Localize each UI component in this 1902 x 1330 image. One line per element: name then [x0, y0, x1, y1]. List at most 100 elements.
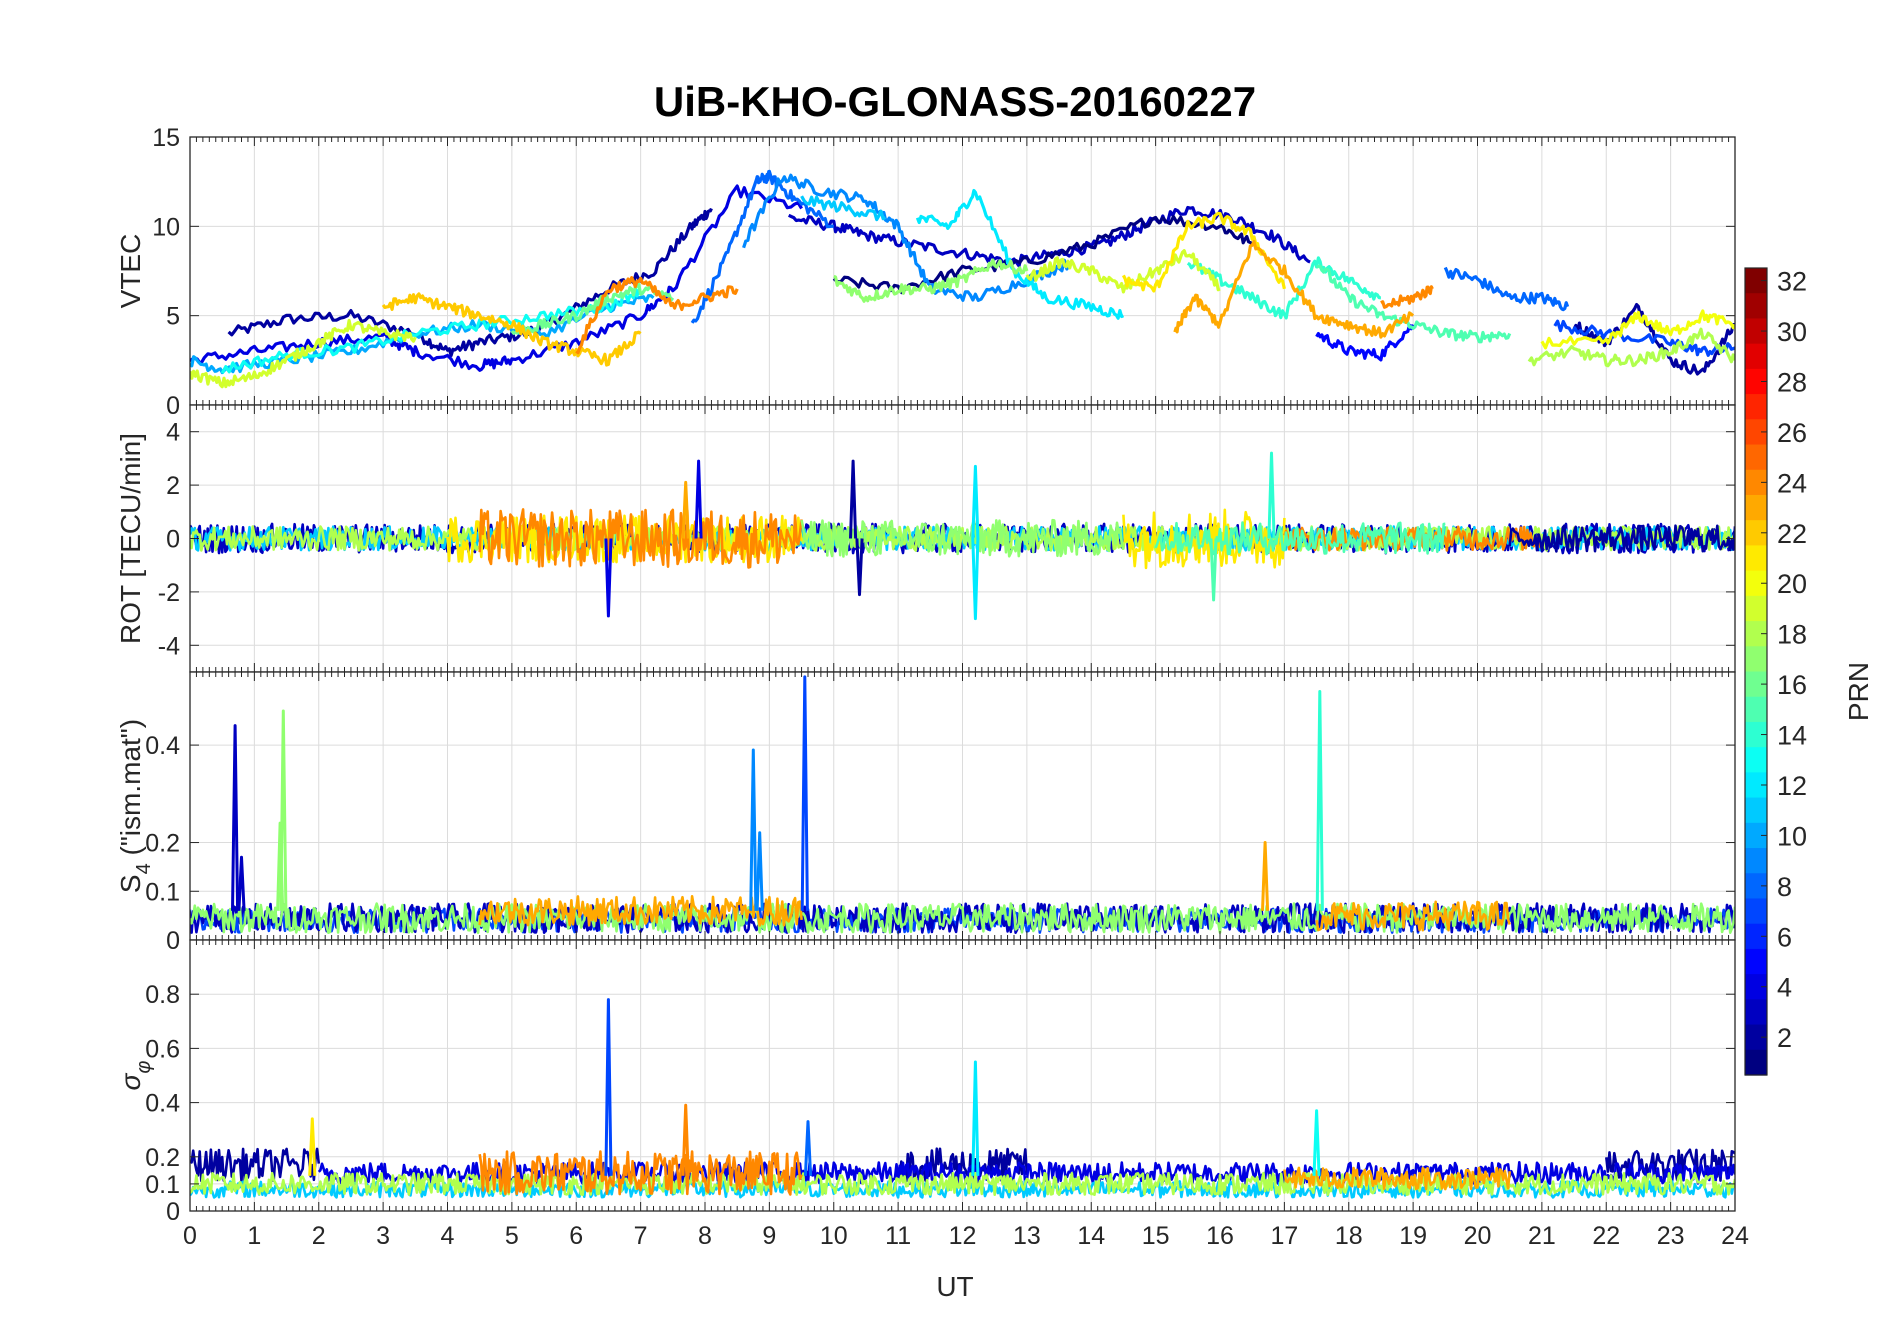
data-layer — [190, 675, 1735, 934]
colorbar-segment — [1745, 646, 1767, 673]
colorbar-segment — [1745, 469, 1767, 496]
vtec-series-prn-22 — [381, 292, 642, 367]
colorbar-tick-label: 30 — [1777, 317, 1807, 347]
s4-spike — [800, 675, 809, 911]
colorbar-segment — [1745, 1049, 1767, 1076]
y-axis-label: σφ — [115, 1061, 155, 1091]
panel-rot: -4 -2 0 2 4 ROT [TECU/min] — [115, 404, 1736, 673]
s4-spike — [749, 748, 758, 911]
colorbar-tick-label: 14 — [1777, 721, 1807, 751]
s4-spike — [1315, 690, 1324, 911]
x-tick-label: 2 — [312, 1222, 326, 1250]
y-tick-label: 4 — [166, 419, 180, 447]
x-tick-label: 16 — [1206, 1222, 1234, 1250]
y-tick-label: 0.8 — [145, 981, 180, 1009]
colorbar-segment — [1745, 419, 1767, 446]
rot-spike — [681, 480, 690, 539]
sigma_phi-band-prn-23 — [1283, 1166, 1511, 1191]
colorbar-segment — [1745, 873, 1767, 900]
rot-band-prn-2 — [1508, 524, 1735, 553]
x-tick-label: 19 — [1399, 1222, 1427, 1250]
tick-marks — [189, 136, 1736, 406]
colorbar-tick-label: 26 — [1777, 418, 1807, 448]
y-tick-label: 10 — [152, 213, 180, 241]
sigma_phi-spike — [803, 1120, 813, 1176]
tick-marks — [189, 405, 1736, 672]
y-tick-label: -4 — [158, 632, 180, 660]
colorbar-segment — [1745, 268, 1767, 294]
colorbar-segment — [1745, 520, 1767, 547]
vtec-series-prn-21 — [1121, 211, 1286, 293]
colorbar-label: PRN — [1843, 662, 1874, 721]
s4-spike — [276, 821, 285, 911]
x-tick-label: 0 — [183, 1222, 197, 1250]
colorbar-tick-label: 32 — [1777, 267, 1807, 297]
colorbar-segment — [1745, 747, 1767, 773]
vtec-series-prn-8 — [1443, 266, 1570, 312]
colorbar-segment — [1745, 1024, 1767, 1051]
x-tick-label: 22 — [1592, 1222, 1620, 1250]
y-tick-label: 0.1 — [145, 878, 180, 906]
colorbar-segment — [1745, 368, 1767, 395]
x-tick-label: 21 — [1528, 1222, 1556, 1250]
y-tick-label: 0.6 — [145, 1035, 180, 1063]
rot-spike — [1267, 451, 1276, 539]
x-tick-label: 17 — [1270, 1222, 1298, 1250]
x-tick-label: 7 — [634, 1222, 648, 1250]
x-tick-label: 4 — [441, 1222, 455, 1250]
vtec-series-prn-9 — [742, 173, 1073, 302]
vtec-series-prn-23 — [1173, 239, 1415, 339]
y-axis-label: ROT [TECU/min] — [115, 433, 146, 644]
data-layer — [190, 998, 1735, 1199]
chart-title: UiB-KHO-GLONASS-20160227 — [654, 78, 1256, 125]
tick-marks — [189, 672, 1736, 941]
sigma_phi-spike — [971, 1060, 980, 1176]
colorbar-segment — [1745, 444, 1767, 471]
x-tick-label: 9 — [762, 1222, 776, 1250]
x-tick-label: 6 — [569, 1222, 583, 1250]
colorbar-tick-label: 4 — [1777, 973, 1792, 1003]
colorbar-segment — [1745, 721, 1767, 748]
colorbar-tick-label: 18 — [1777, 620, 1807, 650]
colorbar-tick-label: 24 — [1777, 468, 1807, 498]
sigma_phi-spike — [604, 998, 613, 1176]
data-layer — [190, 451, 1735, 621]
x-axis-label: UT — [936, 1271, 973, 1302]
colorbar-tick-label: 10 — [1777, 821, 1807, 851]
colorbar-segment — [1745, 948, 1767, 975]
y-tick-label: 0.2 — [145, 1144, 180, 1172]
vtec-series-prn-20 — [1540, 309, 1735, 350]
y-tick-label: 0.2 — [145, 830, 180, 858]
colorbar-segment — [1745, 671, 1767, 698]
rot-spike — [855, 538, 864, 597]
vtec-series-prn-11 — [800, 195, 887, 222]
colorbar-tick-label: 16 — [1777, 670, 1807, 700]
y-tick-label: 0 — [166, 927, 180, 955]
s4-spike — [237, 855, 246, 911]
y-tick-label: -2 — [158, 579, 180, 607]
y-axis-label: S4 ("ism.mat") — [115, 719, 155, 893]
colorbar-segment — [1745, 621, 1767, 647]
x-tick-label: 1 — [247, 1222, 261, 1250]
vtec-series-prn-17 — [833, 258, 1029, 303]
colorbar-segment — [1745, 999, 1767, 1026]
colorbar-segment — [1745, 343, 1767, 370]
sigma_phi-band-prn-2 — [190, 1147, 321, 1183]
x-tick-label: 14 — [1077, 1222, 1105, 1250]
colorbar-tick-label: 12 — [1777, 771, 1807, 801]
vtec-series-prn-7 — [1553, 319, 1735, 357]
vtec-series-prn-18 — [1527, 327, 1735, 368]
vtec-series-prn-24 — [1380, 285, 1434, 309]
x-tick-label: 12 — [949, 1222, 977, 1250]
s4-spike — [755, 831, 764, 911]
colorbar-segment — [1745, 293, 1767, 320]
panel-sigma_phi: 00.10.2 0.4 0.6 0.8 σφ — [115, 939, 1736, 1226]
colorbar-segment — [1745, 898, 1767, 925]
colorbar-segment — [1745, 394, 1767, 420]
colorbar-segment — [1745, 822, 1767, 849]
colorbar-segment — [1745, 848, 1767, 874]
colorbar-segment — [1745, 772, 1767, 799]
colorbar-frame — [1744, 267, 1768, 1076]
y-tick-label: 5 — [166, 303, 180, 331]
